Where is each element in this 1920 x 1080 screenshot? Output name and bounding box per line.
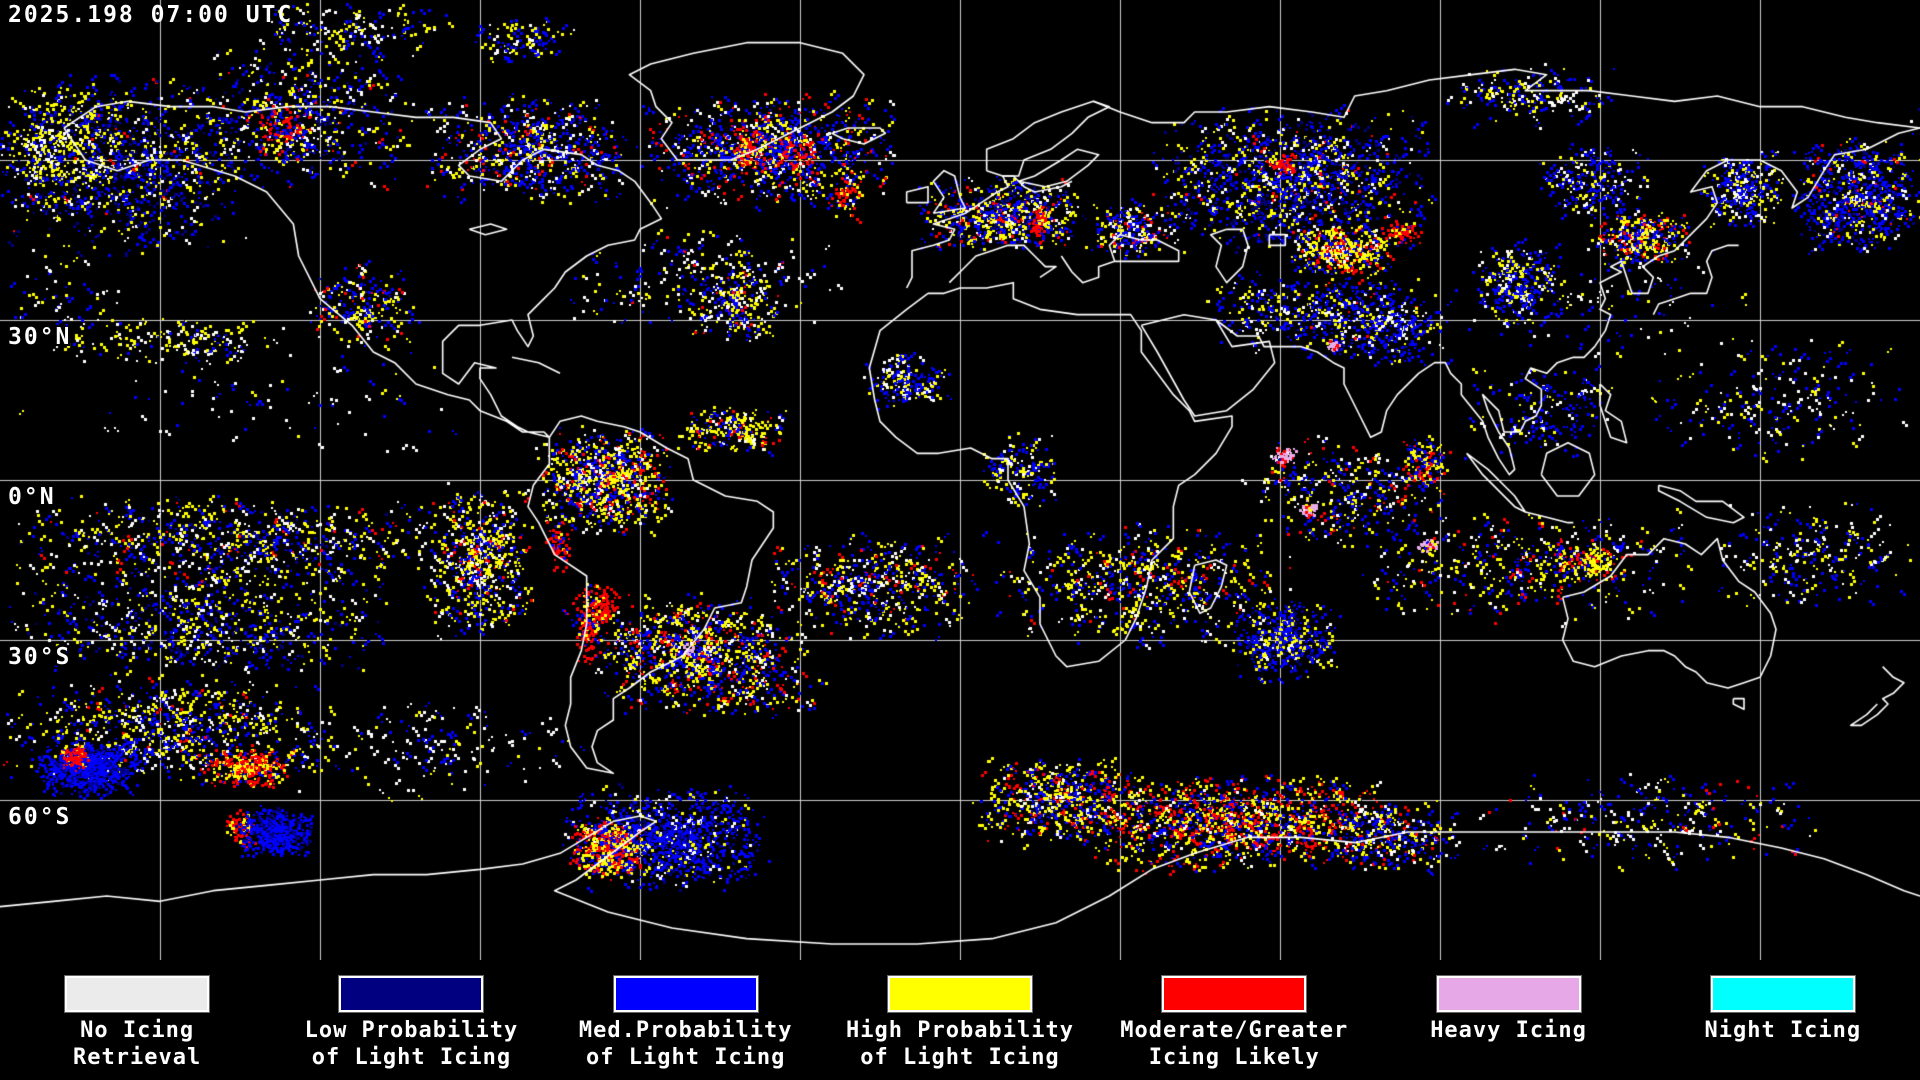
legend-swatch-moderate: [1161, 975, 1308, 1013]
legend-label: No Icing Retrieval: [73, 1018, 202, 1070]
lat-label-30n: 30°N: [8, 324, 72, 350]
legend-item-low-prob: Low Probability of Light Icing: [274, 968, 548, 1080]
world-map-canvas: [0, 0, 1920, 960]
world-map: 2025.198 07:00 UTC 30°N 0°N 30°S 60°S: [0, 0, 1920, 960]
legend-label: Heavy Icing: [1430, 1018, 1587, 1043]
legend-item-moderate: Moderate/Greater Icing Likely: [1097, 968, 1371, 1080]
legend-label: Med.Probability of Light Icing: [578, 1018, 793, 1070]
legend-swatch-med-prob: [612, 975, 759, 1013]
legend-label: High Probability of Light Icing: [846, 1018, 1074, 1070]
legend-item-night: Night Icing: [1646, 968, 1920, 1080]
legend-label: Low Probability of Light Icing: [304, 1018, 519, 1070]
timestamp-label: 2025.198 07:00 UTC: [8, 2, 294, 28]
lat-label-0n: 0°N: [8, 484, 56, 510]
legend-swatch-heavy: [1435, 975, 1582, 1013]
legend-swatch-no-icing: [64, 975, 211, 1013]
legend-swatch-low-prob: [338, 975, 485, 1013]
legend-item-no-icing: No Icing Retrieval: [0, 968, 274, 1080]
lat-label-30s: 30°S: [8, 644, 72, 670]
legend-label: Night Icing: [1704, 1018, 1862, 1043]
legend: No Icing Retrieval Low Probability of Ligh…: [0, 968, 1920, 1080]
legend-label: Moderate/Greater Icing Likely: [1120, 1018, 1349, 1070]
legend-item-high-prob: High Probability of Light Icing: [823, 968, 1097, 1080]
legend-item-heavy: Heavy Icing: [1371, 968, 1645, 1080]
legend-swatch-night: [1709, 975, 1856, 1013]
lat-label-60s: 60°S: [8, 804, 72, 830]
legend-swatch-high-prob: [886, 975, 1033, 1013]
legend-item-med-prob: Med.Probability of Light Icing: [549, 968, 823, 1080]
